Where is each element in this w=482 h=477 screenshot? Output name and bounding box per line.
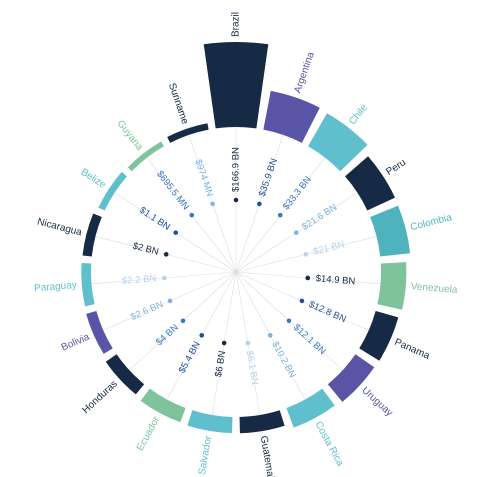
bar-ecuador [140, 388, 186, 423]
value-label-guyana: $695.5 MN [154, 169, 191, 213]
bar-paraguay [81, 262, 95, 307]
country-label-ecuador: Ecuador [135, 414, 163, 453]
value-label-bolivia: $2.6 BN [129, 299, 165, 323]
dot-costa-rica [267, 333, 273, 338]
bar-chile [308, 113, 368, 172]
value-label-el-salvador: $6 BN [213, 350, 228, 378]
bar-venezuela [377, 262, 407, 310]
value-label-chile: $33.3 BN [281, 174, 314, 212]
country-label-panama: Panama [393, 337, 432, 362]
value-label-belize: $1.1 BN [137, 205, 172, 233]
country-label-brazil: Brazil [231, 12, 242, 37]
value-label-venezuela: $14.9 BN [315, 273, 356, 287]
bar-el-salvador [187, 410, 233, 434]
bar-suriname [167, 123, 209, 143]
bar-colombia [370, 205, 411, 257]
country-label-uruguay: Uruguay [359, 385, 394, 419]
dot-honduras [180, 318, 186, 324]
bar-panama [359, 311, 399, 361]
country-label-bolivia: Bolivia [60, 331, 92, 353]
country-label-el-salvador: El Salvador [195, 434, 214, 477]
dot-nicaragua [163, 252, 169, 257]
country-label-guyana: Guyana [115, 118, 145, 153]
value-label-peru: $21.6 BN [300, 202, 339, 233]
value-label-suriname: $974 MN [192, 158, 215, 198]
value-label-argentina: $35.9 BN [257, 157, 280, 198]
bar-belize [98, 171, 127, 211]
country-label-guatemala: Guatemala [258, 435, 277, 477]
dot-bolivia [167, 298, 173, 304]
value-label-panama: $12.8 BN [307, 299, 348, 325]
dot-paraguay [161, 275, 167, 281]
dot-brazil [233, 197, 239, 203]
value-label-guatemala: $6.1 BN [244, 350, 261, 386]
value-label-colombia: $21 BN [312, 239, 346, 257]
bar-nicaragua [82, 213, 102, 257]
bar-guatemala [239, 410, 285, 434]
country-label-argentina: Argentina [292, 50, 316, 94]
value-label-uruguay: $12.1 BN [291, 322, 328, 357]
chart-bars [81, 42, 411, 434]
value-label-costa-rica: $10.2 BN [269, 340, 298, 380]
bar-costa-rica [286, 388, 335, 428]
country-label-nicaragua: Nicaragua [36, 217, 83, 239]
country-label-honduras: Honduras [80, 379, 119, 416]
dot-guatemala [245, 340, 251, 346]
dot-chile [277, 212, 283, 218]
bar-peru [345, 156, 396, 211]
value-label-brazil: $166.9 BN [231, 147, 242, 192]
country-label-paraguay: Paraguay [34, 280, 78, 294]
dot-peru [293, 230, 299, 235]
country-label-colombia: Colombia [409, 212, 453, 233]
dot-uruguay [286, 318, 292, 324]
bar-honduras [105, 354, 145, 395]
value-label-honduras: $4 BN [154, 322, 181, 348]
dot-argentina [257, 201, 262, 207]
dot-el-salvador [221, 340, 227, 346]
dot-colombia [303, 252, 309, 257]
dot-guyana [189, 212, 195, 218]
dot-panama [299, 298, 305, 304]
value-label-nicaragua: $2 BN [131, 241, 159, 258]
country-label-suriname: Suriname [166, 82, 190, 126]
country-label-venezuela: Venezuela [410, 281, 458, 296]
country-label-belize: Belize [79, 167, 108, 191]
bar-bolivia [86, 311, 113, 354]
value-dots [161, 197, 311, 346]
bar-uruguay [327, 354, 375, 402]
country-label-costa-rica: Costa Rica [312, 420, 345, 469]
country-label-chile: Chile [347, 102, 370, 127]
dot-belize [173, 230, 179, 235]
bar-brazil [203, 42, 269, 129]
value-label-ecuador: $5.4 BN [177, 340, 203, 376]
bar-argentina [263, 90, 320, 143]
country-label-peru: Peru [384, 157, 408, 178]
dot-venezuela [305, 275, 311, 281]
dot-ecuador [199, 333, 205, 338]
bar-guyana [127, 141, 164, 172]
value-labels: $166.9 BN $35.9 BN $33.3 BN$21.6 BN $21 BN $… [122, 147, 356, 386]
dot-suriname [210, 201, 215, 207]
value-label-paraguay: $2.2 BN [122, 273, 157, 287]
